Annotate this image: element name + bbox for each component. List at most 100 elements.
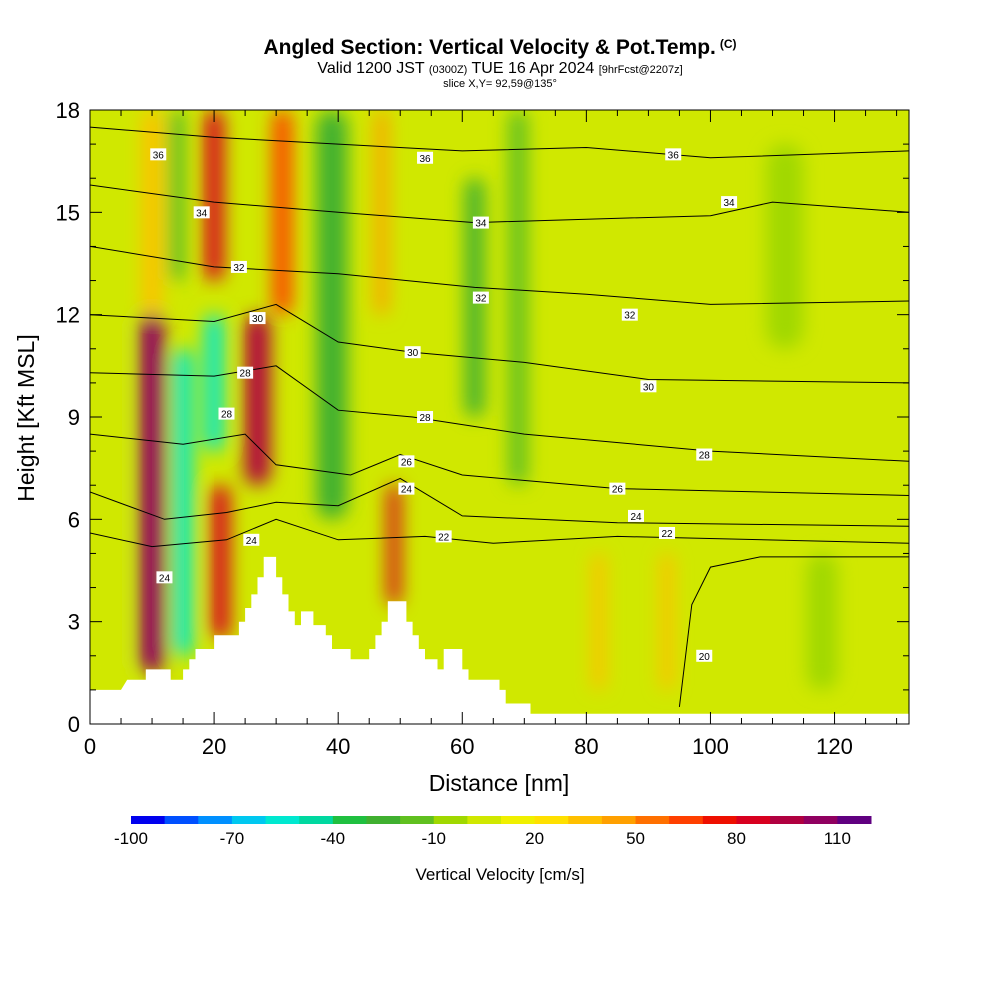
x-tick-label: 20 (202, 734, 226, 759)
x-tick-label: 0 (84, 734, 96, 759)
velocity-cell (204, 314, 224, 452)
chart-title: Angled Section: Vertical Velocity & Pot.… (0, 36, 1000, 60)
contour-label: 22 (661, 529, 673, 540)
contour-label-bg (696, 649, 713, 662)
colorbar-swatch (400, 816, 435, 824)
colorbar-label: Vertical Velocity [cm/s] (415, 865, 584, 884)
velocity-cell (96, 110, 122, 690)
contour-label: 22 (438, 532, 450, 543)
contour-label-bg (628, 509, 644, 522)
contour-label-bg (640, 380, 657, 393)
colorbar-swatch (837, 816, 872, 824)
y-tick-label: 9 (68, 405, 80, 430)
contour-label-bg (696, 448, 713, 461)
colorbar-swatch (534, 816, 569, 824)
colorbar-tick-label: 20 (525, 829, 544, 848)
colorbar-swatch (669, 816, 704, 824)
isoline-28 (90, 365, 909, 462)
y-tick-label: 18 (56, 98, 80, 123)
chart-title-text: Angled Section: Vertical Velocity & Pot.… (263, 36, 716, 59)
colorbar-swatch (770, 816, 805, 824)
contour-label-bg (621, 308, 638, 321)
contour-label: 24 (246, 536, 258, 547)
colorbar-swatch (366, 816, 401, 824)
contour-label-bg (237, 366, 254, 379)
velocity-cell (806, 553, 838, 690)
y-tick-label: 6 (68, 507, 80, 532)
contour-label: 24 (159, 573, 171, 584)
isoline-22 (90, 518, 909, 548)
terrain (90, 556, 909, 724)
contour-label-bg (417, 151, 434, 164)
colorbar-tick-label: 50 (626, 829, 645, 848)
x-tick-label: 100 (692, 734, 729, 759)
contour-label: 36 (153, 150, 165, 161)
contour-label: 34 (196, 208, 208, 219)
velocity-cell (592, 553, 605, 690)
contour-label-bg (609, 482, 626, 495)
contour-label: 32 (233, 263, 245, 274)
velocity-cell (375, 110, 388, 315)
x-tick-label: 120 (816, 734, 853, 759)
x-axis-label: Distance [nm] (429, 770, 570, 796)
colorbar-swatch (635, 816, 670, 824)
contour-label-bg (398, 455, 415, 468)
y-axis-label: Height [Kft MSL] (13, 334, 39, 501)
colorbar-tick-label: -100 (114, 829, 148, 848)
velocity-cell (508, 110, 528, 486)
colorbar-swatch (131, 816, 166, 824)
theta-isolines (90, 126, 909, 707)
contour-label: 32 (475, 294, 487, 305)
x-tick-label: 40 (326, 734, 350, 759)
contour-label: 24 (630, 512, 642, 523)
contour-label-bg (218, 407, 235, 420)
colorbar-swatch (736, 816, 771, 824)
isoline-36 (90, 126, 909, 159)
velocity-cell (204, 110, 224, 281)
colorbar-swatch (265, 816, 300, 824)
colorbar-swatch (164, 816, 199, 824)
y-tick-label: 15 (56, 200, 80, 225)
contour-label: 30 (407, 348, 419, 359)
contour-label-bg (230, 260, 247, 273)
contour-label-bg (435, 530, 452, 543)
contour-label-bg (398, 482, 415, 495)
isoline-32 (90, 245, 909, 305)
contour-label-bg (404, 346, 421, 359)
contour-label-bg (659, 526, 676, 539)
terrain-mask (90, 556, 909, 724)
colorbar-tick-label: 110 (824, 829, 851, 848)
colorbar-tick-label: -70 (220, 829, 245, 848)
x-tick-label: 60 (450, 734, 474, 759)
contour-label: 26 (612, 485, 624, 496)
velocity-cell (210, 485, 230, 639)
velocity-cell (173, 348, 193, 656)
colorbar-swatch (501, 816, 536, 824)
contour-label: 26 (401, 457, 413, 468)
velocity-cell (245, 314, 270, 486)
colorbar-swatch (702, 816, 737, 824)
colorbar-tick-label: 80 (727, 829, 746, 848)
colorbar-swatch (433, 816, 468, 824)
contour-label: 28 (699, 451, 711, 462)
contour-label: 28 (419, 413, 431, 424)
contour-label: 28 (240, 369, 252, 380)
colorbar-tick-label: -10 (421, 829, 446, 848)
valid-z: (0300Z) (428, 64, 468, 76)
contour-label: 30 (643, 382, 655, 393)
colorbar-swatch (198, 816, 233, 824)
valid-prefix: Valid 1200 JST (317, 60, 425, 77)
contour-label: 28 (221, 410, 233, 421)
contour-label-bg (472, 291, 489, 304)
chart-title-tag: (C) (719, 37, 737, 51)
colorbar-swatch (299, 816, 334, 824)
x-tick-label: 80 (574, 734, 598, 759)
contour-label: 34 (475, 219, 487, 230)
y-tick-label: 12 (56, 303, 80, 328)
contour-labels: 36 36 36 34 34 34 32 32 32 30 30 30 28 28 28 28 26 26 24 24… (150, 148, 738, 663)
velocity-cell (316, 110, 348, 520)
colorbar-swatch (231, 816, 267, 824)
colorbar-swatch (568, 816, 603, 824)
